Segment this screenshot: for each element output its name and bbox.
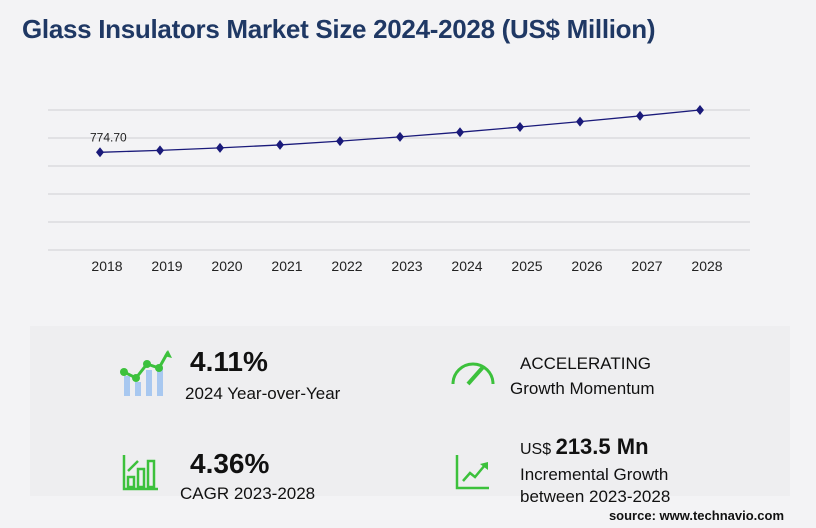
data-point-2028 (696, 105, 704, 115)
data-point-2025 (516, 122, 524, 133)
yoy-value: 4.11% (190, 346, 268, 377)
data-label: 774.70 (90, 130, 127, 144)
series-line (99, 109, 701, 153)
yoy-label: 2024 Year-over-Year (185, 384, 341, 403)
x-tick-label: 2021 (271, 258, 302, 274)
incr-label-2: between 2023-2028 (520, 487, 671, 506)
currency-prefix: US$ (520, 441, 552, 458)
data-point-2024 (456, 127, 464, 138)
cagr-value: 4.36% (190, 448, 270, 479)
data-point-2019 (156, 145, 164, 156)
x-tick-label: 2028 (691, 258, 722, 274)
bar-line-growth-icon (120, 350, 172, 396)
data-point-2027 (636, 110, 644, 121)
x-tick-label: 2020 (211, 258, 242, 274)
data-point-2020 (216, 142, 224, 153)
chart-title: Glass Insulators Market Size 2024-2028 (… (22, 14, 656, 44)
x-tick-label: 2026 (571, 258, 602, 274)
x-tick-label: 2025 (511, 258, 542, 274)
x-tick-label: 2027 (631, 258, 662, 274)
incr-label-1: Incremental Growth (520, 465, 669, 484)
x-tick-label: 2023 (391, 258, 422, 274)
source-text: source: www.technavio.com (608, 508, 784, 523)
data-point-2026 (576, 116, 584, 127)
x-tick-label: 2018 (91, 258, 122, 274)
cagr-label: CAGR 2023-2028 (180, 484, 316, 503)
stats-panel (30, 326, 790, 496)
incr-amount: 213.5 Mn (555, 434, 649, 459)
momentum-value: ACCELERATING (520, 354, 651, 373)
data-point-2021 (276, 139, 284, 150)
x-tick-label: 2024 (451, 258, 482, 274)
line-chart: 2018 774.70 2019 2020 2021 2022 2023 2024 2025 20… (48, 105, 750, 274)
momentum-label: Growth Momentum (510, 379, 655, 398)
speedometer-icon (451, 362, 495, 386)
data-point-2018 (96, 147, 104, 158)
trend-up-icon (455, 455, 489, 490)
data-point-2022 (336, 136, 344, 147)
incremental-growth-value: US$ 213.5 Mn (520, 434, 649, 460)
x-tick-label: 2019 (151, 258, 182, 274)
data-point-2023 (396, 131, 404, 142)
x-tick-label: 2022 (331, 258, 362, 274)
bar-chart-growth-icon (122, 455, 158, 491)
